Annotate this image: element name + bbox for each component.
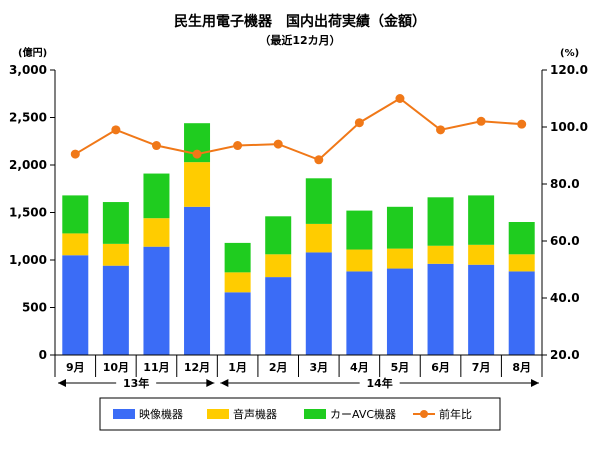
- legend-label: 映像機器: [139, 407, 183, 421]
- legend-label: 前年比: [439, 407, 472, 421]
- legend-swatch-3: [304, 409, 326, 419]
- bar-segment-3: [224, 242, 251, 273]
- year-label: 14年: [367, 376, 393, 390]
- bar-segment-2: [62, 233, 89, 256]
- bar-segment-2: [468, 244, 495, 265]
- legend-swatch-1: [113, 409, 135, 419]
- bar-segment-1: [143, 246, 170, 355]
- line-marker: [273, 139, 283, 149]
- right-tick-label: 120.0: [550, 63, 588, 77]
- bar-segment-2: [265, 254, 292, 278]
- category-label: 11月: [143, 361, 169, 374]
- line-marker: [354, 118, 364, 128]
- category-label: 4月: [350, 361, 369, 374]
- line-marker: [151, 141, 161, 151]
- bar-segment-3: [468, 195, 495, 245]
- bar-segment-1: [508, 271, 535, 355]
- year-groups: 13年 14年: [58, 376, 539, 390]
- category-label: 1月: [228, 361, 247, 374]
- year-arrow-head: [58, 379, 66, 387]
- line-marker: [395, 94, 405, 103]
- bar-segment-1: [468, 264, 495, 355]
- left-tick-label: 1,000: [9, 253, 47, 267]
- line-marker: [70, 149, 80, 159]
- bar-segment-2: [386, 248, 413, 269]
- chart-title: 民生用電子機器 国内出荷実績（金額）: [174, 13, 426, 30]
- bar-segment-3: [265, 216, 292, 255]
- bar-segment-2: [102, 243, 129, 266]
- bar-segment-1: [224, 292, 251, 355]
- line-marker: [111, 125, 121, 135]
- left-tick-label: 0: [39, 348, 47, 362]
- bar-segment-1: [102, 265, 129, 355]
- category-label: 6月: [431, 361, 450, 374]
- left-tick-label: 2,000: [9, 158, 47, 172]
- line-marker: [476, 116, 486, 126]
- bar-segment-2: [427, 245, 454, 264]
- bar-segment-2: [184, 162, 211, 207]
- legend: 映像機器 音声機器 カーAVC機器 前年比: [99, 397, 501, 431]
- bar-segment-1: [305, 252, 332, 355]
- right-axis-ticks: 20.0 40.0 60.0 80.0 100.0 120.0: [542, 63, 588, 362]
- bar-segment-3: [305, 178, 332, 224]
- bar-segment-1: [427, 263, 454, 355]
- bar-segment-3: [62, 195, 89, 234]
- legend-marker-swatch: [420, 410, 428, 418]
- line-marker: [436, 125, 446, 135]
- left-tick-label: 3,000: [9, 63, 47, 77]
- bar-segment-3: [346, 210, 373, 250]
- right-tick-label: 40.0: [550, 291, 580, 305]
- bar-segment-1: [386, 268, 413, 355]
- year-arrow-head: [531, 379, 539, 387]
- left-axis-unit: (億円): [18, 46, 47, 59]
- bar-segment-3: [102, 202, 129, 244]
- chart-subtitle: （最近12カ月）: [259, 33, 340, 47]
- left-axis-ticks: 0 500 1,000 1,500 2,000 2,500 3,000: [9, 63, 55, 362]
- bar-series: [62, 123, 535, 355]
- category-label: 2月: [269, 361, 288, 374]
- category-label: 12月: [184, 361, 210, 374]
- bar-segment-2: [224, 272, 251, 293]
- category-label: 7月: [472, 361, 491, 374]
- right-tick-label: 80.0: [550, 177, 580, 191]
- category-label: 3月: [309, 361, 328, 374]
- category-label: 8月: [512, 361, 531, 374]
- bar-segment-2: [305, 223, 332, 253]
- category-label: 9月: [66, 361, 85, 374]
- line-series: [70, 94, 527, 165]
- right-axis-unit: (%): [560, 48, 579, 59]
- bar-segment-2: [143, 218, 170, 247]
- bar-segment-1: [346, 271, 373, 355]
- year-label: 13年: [123, 376, 149, 390]
- legend-swatch-2: [207, 409, 229, 419]
- line-path: [74, 97, 522, 161]
- legend-label: カーAVC機器: [330, 407, 396, 421]
- bar-segment-3: [143, 173, 170, 219]
- bar-segment-3: [508, 222, 535, 255]
- bar-segment-3: [427, 197, 454, 246]
- right-tick-label: 60.0: [550, 234, 580, 248]
- year-arrow-head: [206, 379, 215, 387]
- line-marker: [192, 149, 202, 159]
- right-tick-label: 20.0: [550, 348, 580, 362]
- bar-segment-1: [184, 206, 211, 355]
- left-tick-label: 2,500: [9, 111, 47, 125]
- left-tick-label: 1,500: [9, 206, 47, 220]
- right-tick-label: 100.0: [550, 120, 588, 134]
- line-marker: [233, 141, 243, 151]
- bar-segment-3: [386, 206, 413, 249]
- bar-segment-2: [508, 254, 535, 272]
- bar-segment-1: [62, 255, 89, 355]
- line-marker: [517, 119, 527, 129]
- category-labels: 9月 10月 11月 12月 1月 2月 3月 4月 5月 6月 7月 8月: [54, 355, 543, 377]
- left-tick-label: 500: [22, 301, 47, 315]
- bar-segment-1: [265, 277, 292, 355]
- line-marker: [314, 155, 324, 165]
- legend-label: 音声機器: [233, 407, 277, 421]
- bar-segment-2: [346, 249, 373, 272]
- category-label: 10月: [103, 361, 129, 374]
- year-arrow-head: [220, 379, 229, 387]
- category-label: 5月: [391, 361, 410, 374]
